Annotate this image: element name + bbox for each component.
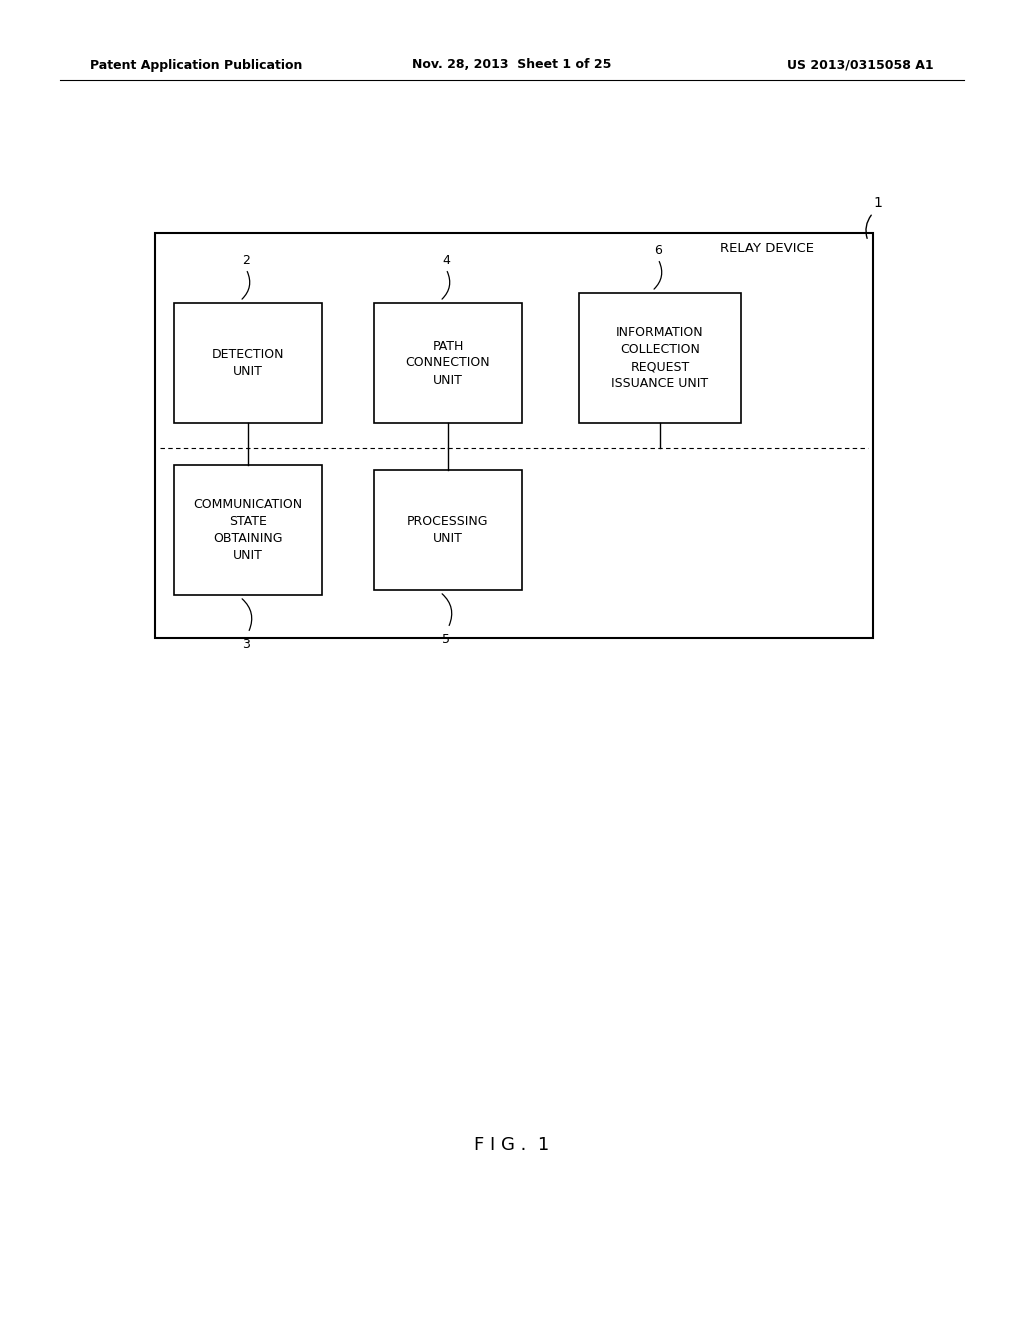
- Bar: [579, 293, 741, 422]
- Text: 6: 6: [654, 244, 662, 257]
- Text: 5: 5: [442, 634, 450, 645]
- Text: RELAY DEVICE: RELAY DEVICE: [720, 242, 814, 255]
- Text: COMMUNICATION
STATE
OBTAINING
UNIT: COMMUNICATION STATE OBTAINING UNIT: [194, 498, 302, 562]
- Text: F I G .  1: F I G . 1: [474, 1137, 550, 1154]
- Bar: [374, 304, 522, 422]
- Text: INFORMATION
COLLECTION
REQUEST
ISSUANCE UNIT: INFORMATION COLLECTION REQUEST ISSUANCE …: [611, 326, 709, 389]
- Text: Nov. 28, 2013  Sheet 1 of 25: Nov. 28, 2013 Sheet 1 of 25: [413, 58, 611, 71]
- Text: DETECTION
UNIT: DETECTION UNIT: [212, 348, 285, 378]
- Bar: [174, 465, 322, 595]
- Text: PROCESSING
UNIT: PROCESSING UNIT: [408, 515, 488, 545]
- Bar: [374, 470, 522, 590]
- Text: 4: 4: [442, 253, 450, 267]
- Text: 2: 2: [242, 253, 250, 267]
- Text: Patent Application Publication: Patent Application Publication: [90, 58, 302, 71]
- Text: 1: 1: [873, 195, 883, 210]
- Text: PATH
CONNECTION
UNIT: PATH CONNECTION UNIT: [406, 339, 490, 387]
- Bar: [155, 234, 873, 638]
- Text: US 2013/0315058 A1: US 2013/0315058 A1: [787, 58, 934, 71]
- Bar: [174, 304, 322, 422]
- Text: 3: 3: [242, 638, 250, 651]
